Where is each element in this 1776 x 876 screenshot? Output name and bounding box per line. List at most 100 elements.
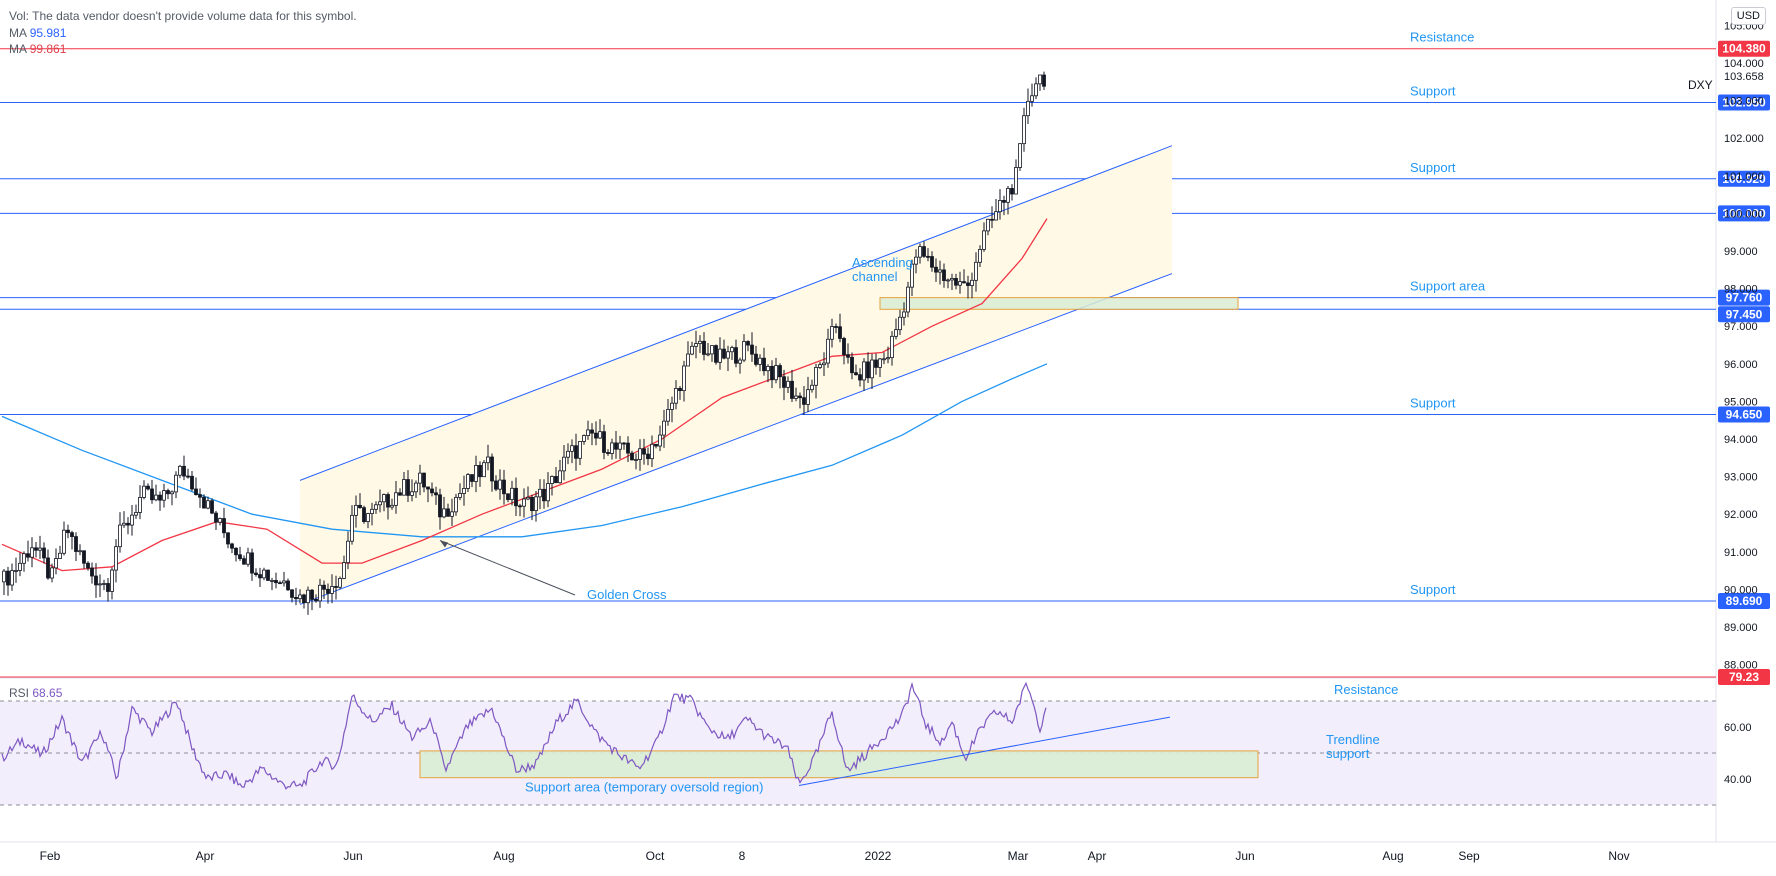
candle[interactable] — [970, 272, 974, 299]
candle[interactable] — [166, 488, 170, 500]
candle[interactable] — [526, 486, 530, 501]
candle[interactable] — [910, 259, 914, 296]
candle[interactable] — [1022, 107, 1026, 152]
candle[interactable] — [790, 369, 794, 403]
candle[interactable] — [402, 471, 406, 496]
candle[interactable] — [194, 477, 198, 496]
candle[interactable] — [10, 563, 14, 591]
candle[interactable] — [742, 334, 746, 363]
candle[interactable] — [562, 444, 566, 481]
candle[interactable] — [778, 363, 782, 389]
candle[interactable] — [702, 332, 706, 361]
candle[interactable] — [510, 480, 514, 506]
candle[interactable] — [874, 353, 878, 375]
candle[interactable] — [938, 260, 942, 285]
candle[interactable] — [1014, 159, 1018, 195]
candle[interactable] — [754, 345, 758, 367]
candle[interactable] — [714, 344, 718, 365]
candle[interactable] — [566, 443, 570, 465]
candle[interactable] — [126, 517, 130, 535]
candle[interactable] — [62, 521, 66, 556]
candle[interactable] — [34, 541, 38, 558]
candle[interactable] — [646, 447, 650, 466]
candle[interactable] — [210, 498, 214, 515]
candle[interactable] — [146, 483, 150, 491]
channel-upper-line[interactable] — [299, 145, 1173, 481]
candle[interactable] — [58, 545, 62, 559]
candle[interactable] — [358, 493, 362, 509]
candle[interactable] — [438, 488, 442, 530]
candle[interactable] — [986, 218, 990, 236]
candle[interactable] — [334, 575, 338, 600]
candle[interactable] — [274, 572, 278, 589]
candle[interactable] — [698, 335, 702, 354]
candle[interactable] — [350, 505, 354, 545]
rsi-support-area[interactable] — [419, 750, 1259, 779]
candle[interactable] — [902, 302, 906, 326]
candle[interactable] — [598, 419, 602, 440]
candle[interactable] — [710, 345, 714, 362]
candle[interactable] — [138, 485, 142, 520]
candle[interactable] — [338, 576, 342, 590]
candle[interactable] — [22, 551, 26, 572]
candle[interactable] — [410, 479, 414, 502]
candle[interactable] — [470, 474, 474, 488]
candle[interactable] — [650, 435, 654, 467]
candle[interactable] — [506, 493, 510, 503]
candle[interactable] — [694, 330, 698, 359]
candle[interactable] — [758, 354, 762, 372]
candle[interactable] — [310, 588, 314, 611]
candle[interactable] — [182, 455, 186, 481]
candle[interactable] — [370, 502, 374, 526]
candle[interactable] — [106, 577, 110, 602]
candle[interactable] — [86, 561, 90, 571]
candle[interactable] — [66, 524, 70, 539]
candle[interactable] — [366, 512, 370, 529]
candle[interactable] — [962, 269, 966, 284]
candle[interactable] — [838, 313, 842, 343]
candle[interactable] — [750, 332, 754, 362]
candle[interactable] — [42, 542, 46, 564]
candle[interactable] — [762, 347, 766, 376]
candle[interactable] — [534, 491, 538, 522]
candle[interactable] — [306, 586, 310, 615]
candle[interactable] — [1042, 71, 1046, 90]
candle[interactable] — [930, 251, 934, 272]
candle[interactable] — [738, 357, 742, 374]
candle[interactable] — [678, 386, 682, 400]
candle[interactable] — [658, 425, 662, 452]
candle[interactable] — [914, 249, 918, 274]
candle[interactable] — [766, 364, 770, 383]
candle[interactable] — [794, 387, 798, 402]
candle[interactable] — [1026, 88, 1030, 125]
candle[interactable] — [494, 475, 498, 492]
candle[interactable] — [434, 486, 438, 505]
candle[interactable] — [330, 574, 334, 604]
candle[interactable] — [30, 537, 34, 568]
candle[interactable] — [294, 587, 298, 606]
candle[interactable] — [578, 441, 582, 466]
candle[interactable] — [170, 490, 174, 506]
candle[interactable] — [482, 459, 486, 478]
candle[interactable] — [538, 479, 542, 510]
candle[interactable] — [966, 275, 970, 299]
candle[interactable] — [686, 341, 690, 367]
candle[interactable] — [54, 548, 58, 575]
candle[interactable] — [554, 466, 558, 484]
candle[interactable] — [206, 496, 210, 510]
candle[interactable] — [298, 589, 302, 604]
candle[interactable] — [78, 544, 82, 556]
candle[interactable] — [726, 345, 730, 371]
ma-fast-line[interactable] — [1, 218, 1048, 572]
candle[interactable] — [82, 550, 86, 569]
ma-slow-line[interactable] — [1, 363, 1048, 538]
candle[interactable] — [786, 376, 790, 393]
candle[interactable] — [258, 567, 262, 587]
candle[interactable] — [502, 469, 506, 505]
legend-rsi[interactable]: RSI 68.65 — [9, 686, 62, 700]
candle[interactable] — [38, 535, 42, 559]
candle[interactable] — [1002, 195, 1006, 216]
candle[interactable] — [354, 495, 358, 528]
candle[interactable] — [214, 510, 218, 531]
